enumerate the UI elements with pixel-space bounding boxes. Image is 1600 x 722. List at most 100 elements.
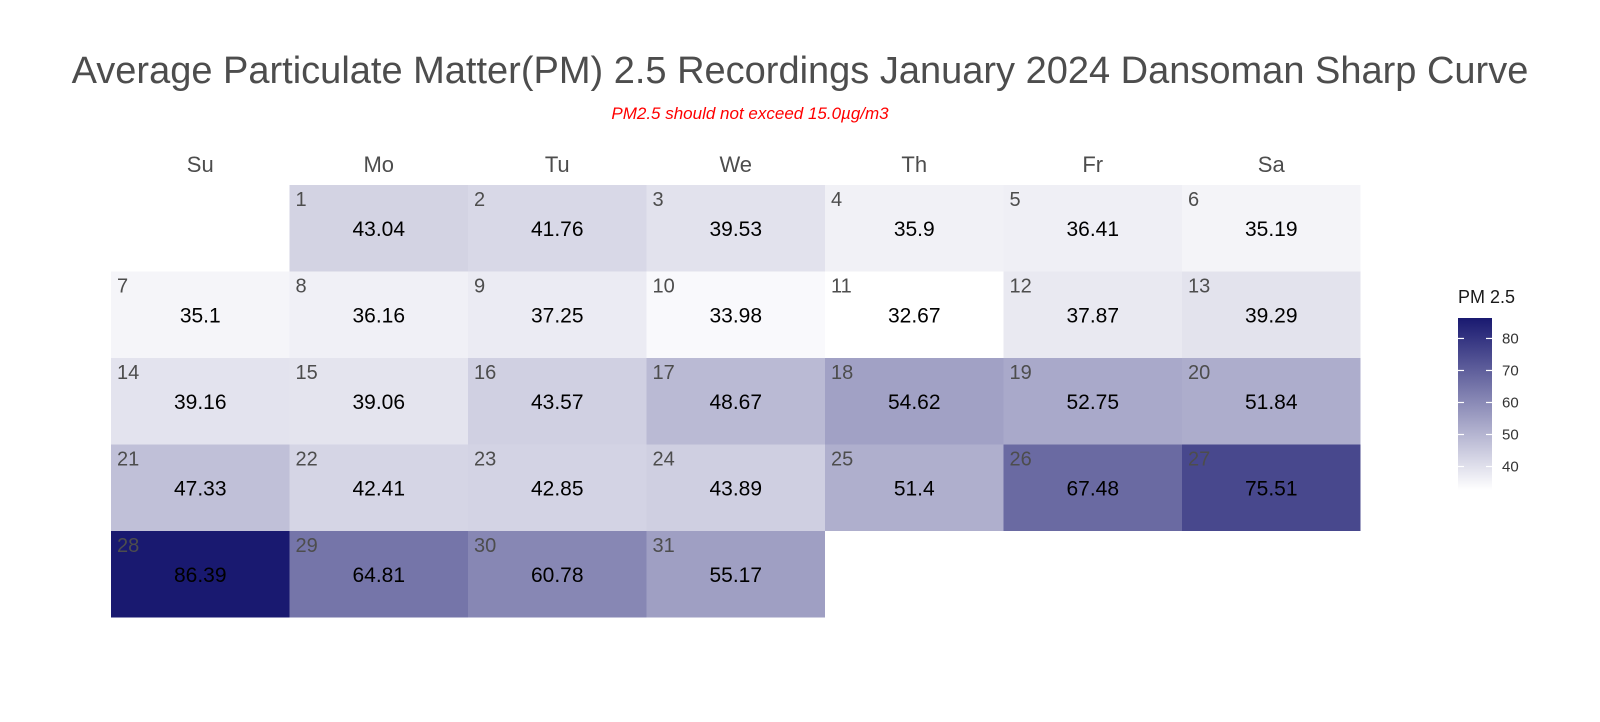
weekday-label-th: Th <box>901 152 927 177</box>
day-tile-16 <box>468 358 647 445</box>
value-label-4: 35.9 <box>894 218 935 241</box>
day-number-1: 1 <box>296 189 307 211</box>
weekday-label-su: Su <box>187 152 214 177</box>
value-label-1: 43.04 <box>352 218 405 241</box>
day-number-22: 22 <box>296 449 318 471</box>
day-number-11: 11 <box>831 276 852 298</box>
day-number-24: 24 <box>653 449 675 471</box>
value-label-6: 35.19 <box>1245 218 1298 241</box>
day-tile-26 <box>1003 444 1182 531</box>
value-label-17: 48.67 <box>709 391 762 414</box>
weekday-label-sa: Sa <box>1258 152 1286 177</box>
day-tile-7 <box>111 271 290 358</box>
value-label-30: 60.78 <box>531 564 584 587</box>
day-number-28: 28 <box>117 535 139 557</box>
day-tile-2 <box>468 185 647 272</box>
day-tile-10 <box>646 271 825 358</box>
day-number-13: 13 <box>1188 276 1210 298</box>
day-number-5: 5 <box>1010 189 1021 211</box>
day-tile-5 <box>1003 185 1182 272</box>
legend-tick-label-60: 60 <box>1502 394 1519 411</box>
day-tile-23 <box>468 444 647 531</box>
legend-color-bar <box>1458 318 1492 490</box>
day-tile-29 <box>289 531 468 618</box>
value-label-19: 52.75 <box>1066 391 1119 414</box>
day-number-4: 4 <box>831 189 842 211</box>
day-number-20: 20 <box>1188 362 1210 384</box>
day-number-9: 9 <box>474 276 485 298</box>
value-label-27: 75.51 <box>1245 478 1298 501</box>
day-tile-14 <box>111 358 290 445</box>
value-label-9: 37.25 <box>531 305 584 328</box>
day-tile-24 <box>646 444 825 531</box>
value-label-16: 43.57 <box>531 391 584 414</box>
day-number-14: 14 <box>117 362 139 384</box>
day-number-7: 7 <box>117 276 128 298</box>
day-tile-25 <box>825 444 1004 531</box>
day-number-31: 31 <box>653 535 675 557</box>
day-tile-6 <box>1182 185 1361 272</box>
value-label-14: 39.16 <box>174 391 227 414</box>
day-number-23: 23 <box>474 449 496 471</box>
day-tile-11 <box>825 271 1004 358</box>
day-number-12: 12 <box>1010 276 1032 298</box>
day-tile-19 <box>1003 358 1182 445</box>
day-tile-22 <box>289 444 468 531</box>
value-label-22: 42.41 <box>352 478 405 501</box>
value-label-7: 35.1 <box>180 305 221 328</box>
value-label-24: 43.89 <box>709 478 762 501</box>
value-label-26: 67.48 <box>1066 478 1119 501</box>
day-tile-21 <box>111 444 290 531</box>
value-label-23: 42.85 <box>531 478 584 501</box>
day-tile-8 <box>289 271 468 358</box>
weekday-label-fr: Fr <box>1082 152 1103 177</box>
day-number-18: 18 <box>831 362 853 384</box>
weekday-label-mo: Mo <box>363 152 394 177</box>
day-tile-27 <box>1182 444 1361 531</box>
value-label-20: 51.84 <box>1245 391 1298 414</box>
value-label-31: 55.17 <box>709 564 762 587</box>
legend-title: PM 2.5 <box>1458 287 1515 307</box>
day-number-3: 3 <box>653 189 664 211</box>
value-label-5: 36.41 <box>1066 218 1119 241</box>
chart-title: Average Particulate Matter(PM) 2.5 Recor… <box>71 50 1529 92</box>
day-tile-1 <box>289 185 468 272</box>
value-label-25: 51.4 <box>894 478 935 501</box>
value-label-3: 39.53 <box>709 218 762 241</box>
value-label-8: 36.16 <box>352 305 405 328</box>
day-tile-28 <box>111 531 290 618</box>
value-label-2: 41.76 <box>531 218 584 241</box>
legend-tick-label-50: 50 <box>1502 427 1519 444</box>
day-tile-17 <box>646 358 825 445</box>
day-number-16: 16 <box>474 362 496 384</box>
day-tile-9 <box>468 271 647 358</box>
day-tile-31 <box>646 531 825 618</box>
day-number-19: 19 <box>1010 362 1032 384</box>
day-number-29: 29 <box>296 535 318 557</box>
weekday-label-we: We <box>719 152 752 177</box>
legend-tick-label-40: 40 <box>1502 459 1519 476</box>
value-label-11: 32.67 <box>888 305 941 328</box>
day-tile-3 <box>646 185 825 272</box>
day-number-17: 17 <box>653 362 675 384</box>
day-tile-15 <box>289 358 468 445</box>
chart-subtitle: PM2.5 should not exceed 15.0µg/m3 <box>611 104 889 123</box>
day-number-25: 25 <box>831 449 853 471</box>
day-tile-4 <box>825 185 1004 272</box>
day-tile-13 <box>1182 271 1361 358</box>
day-number-26: 26 <box>1010 449 1032 471</box>
day-tile-20 <box>1182 358 1361 445</box>
day-number-21: 21 <box>117 449 139 471</box>
legend-tick-label-70: 70 <box>1502 362 1519 379</box>
day-tile-30 <box>468 531 647 618</box>
day-number-30: 30 <box>474 535 496 557</box>
value-label-10: 33.98 <box>709 305 762 328</box>
value-label-28: 86.39 <box>174 564 227 587</box>
day-number-8: 8 <box>296 276 307 298</box>
value-label-18: 54.62 <box>888 391 941 414</box>
weekday-label-tu: Tu <box>545 152 570 177</box>
day-number-6: 6 <box>1188 189 1199 211</box>
day-number-15: 15 <box>296 362 318 384</box>
day-number-10: 10 <box>653 276 675 298</box>
